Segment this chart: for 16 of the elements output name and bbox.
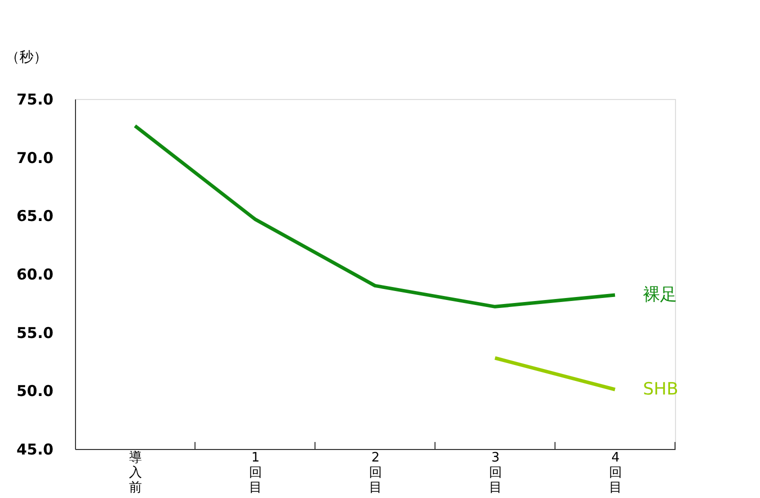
x-tick-label: 導入前 bbox=[129, 450, 142, 496]
y-tick-label: 70.0 bbox=[16, 148, 54, 167]
y-tick-label: 60.0 bbox=[16, 266, 54, 284]
y-tick-label: 75.0 bbox=[16, 90, 54, 108]
x-tick-label: 3回目 bbox=[489, 450, 502, 496]
series-label: SHB bbox=[643, 380, 678, 400]
x-tick-label: 4回目 bbox=[609, 450, 622, 496]
y-tick-label: 45.0 bbox=[16, 440, 54, 458]
y-tick-label: 55.0 bbox=[16, 324, 54, 342]
y-axis-title: （秒） bbox=[6, 50, 48, 66]
y-tick-label: 50.0 bbox=[16, 382, 54, 400]
line-series bbox=[133, 124, 617, 308]
series-label: 裸足 bbox=[643, 285, 677, 305]
x-tick-label: 1回目 bbox=[249, 450, 262, 496]
y-tick-label: 65.0 bbox=[16, 207, 54, 226]
x-tick-label: 2回目 bbox=[369, 450, 382, 496]
